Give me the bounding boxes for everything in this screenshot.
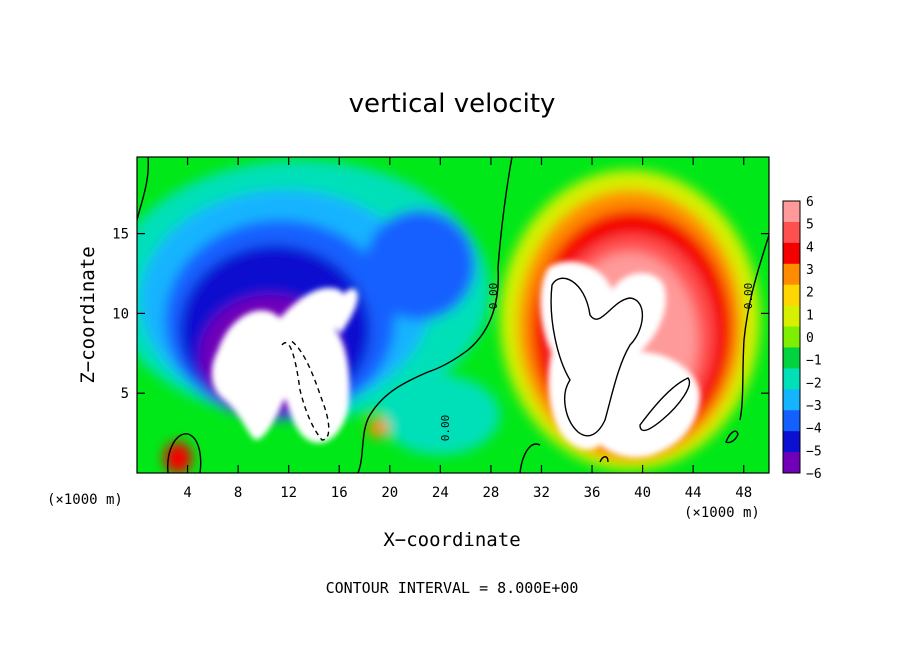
contour-interval-note: CONTOUR INTERVAL = 8.000E+00 (326, 579, 579, 597)
x-tick-label: 28 (482, 485, 499, 501)
colorbar-label: 5 (806, 218, 814, 233)
colorbar-swatch (783, 284, 800, 307)
colorbar-swatch (783, 368, 800, 390)
colorbar-swatch (783, 347, 800, 369)
updraft-core (540, 261, 700, 458)
x-axis-label: X−coordinate (383, 529, 520, 551)
downdraft-dashed-contour (281, 339, 330, 441)
velocity-field: 0.00 0.00 0.00 (137, 157, 769, 473)
updraft-side-contour (639, 377, 691, 432)
x-tick-label: 8 (234, 485, 242, 501)
colorbar: 6 5 4 3 2 1 0 −1 −2 −3 −4 −5 −6 (782, 195, 822, 482)
y-axis-ticks: 5 10 15 (112, 227, 769, 402)
colorbar-label: 2 (806, 286, 814, 301)
orange-small-cell (368, 418, 388, 438)
plot-frame (136, 156, 770, 474)
x-tick-label: 24 (432, 485, 449, 501)
x-tick-label: 4 (183, 485, 191, 501)
blue-cell-upper (365, 210, 475, 320)
colorbar-label: −5 (806, 444, 822, 459)
contour-label: 0.00 (487, 283, 500, 310)
colorbar-swatch (783, 305, 800, 328)
colorbar-label: −4 (806, 422, 822, 437)
y-axis-label: Z−coordinate (77, 246, 99, 383)
colorbar-swatch (783, 263, 800, 286)
colorbar-label: 6 (806, 195, 814, 210)
colorbar-swatch (783, 242, 800, 265)
colorbar-swatch (783, 452, 800, 474)
colorbar-frame (782, 200, 801, 474)
contour-label: 0.00 (742, 283, 755, 310)
colorbar-label: 3 (806, 263, 814, 278)
colorbar-swatch (783, 410, 800, 432)
cyan-lower-band (380, 375, 500, 455)
colorbar-label: −1 (806, 354, 822, 369)
y-tick-label: 15 (112, 227, 129, 243)
chart-title: vertical velocity (349, 89, 556, 119)
colorbar-label: −3 (806, 399, 822, 414)
x-tick-label: 44 (685, 485, 702, 501)
contour-labels: 0.00 0.00 0.00 (439, 283, 755, 442)
x-tick-label: 40 (634, 485, 651, 501)
y-tick-label: 10 (112, 306, 129, 322)
downdraft-core (211, 287, 350, 443)
x-tick-label: 20 (381, 485, 398, 501)
small-contour-1 (725, 430, 739, 444)
x-tick-label: 36 (584, 485, 601, 501)
contour-lines (137, 157, 769, 473)
updraft-inner-contour (550, 277, 644, 437)
colorbar-swatch (783, 201, 800, 223)
colorbar-label: 4 (806, 240, 814, 255)
x-unit-left: (×1000 m) (47, 492, 123, 508)
colorbar-swatch (783, 389, 800, 411)
colorbar-swatch (783, 431, 800, 453)
x-tick-label: 48 (735, 485, 752, 501)
colorbar-swatch (783, 221, 800, 244)
zero-contour-surface-cell (167, 433, 202, 473)
colorbar-label: −6 (806, 467, 822, 482)
contour-label: 0.00 (439, 415, 452, 442)
colorbar-swatch (783, 326, 800, 348)
colorbar-label: −2 (806, 376, 822, 391)
x-unit-right: (×1000 m) (684, 505, 760, 521)
x-tick-label: 12 (280, 485, 297, 501)
y-tick-label: 5 (121, 386, 129, 402)
colorbar-label: 0 (806, 331, 814, 346)
x-tick-label: 32 (533, 485, 550, 501)
downdraft-core-arm (330, 288, 358, 334)
x-tick-label: 16 (331, 485, 348, 501)
small-contour-2 (599, 456, 609, 463)
zero-contour-right-edge (739, 234, 769, 421)
x-axis-ticks: 4 8 12 16 20 24 28 32 36 40 44 48 (183, 157, 752, 501)
zero-contour-divider (357, 157, 513, 473)
zero-contour-bottom (519, 443, 541, 473)
colorbar-label: 1 (806, 308, 814, 323)
zero-contour-left (137, 157, 150, 221)
